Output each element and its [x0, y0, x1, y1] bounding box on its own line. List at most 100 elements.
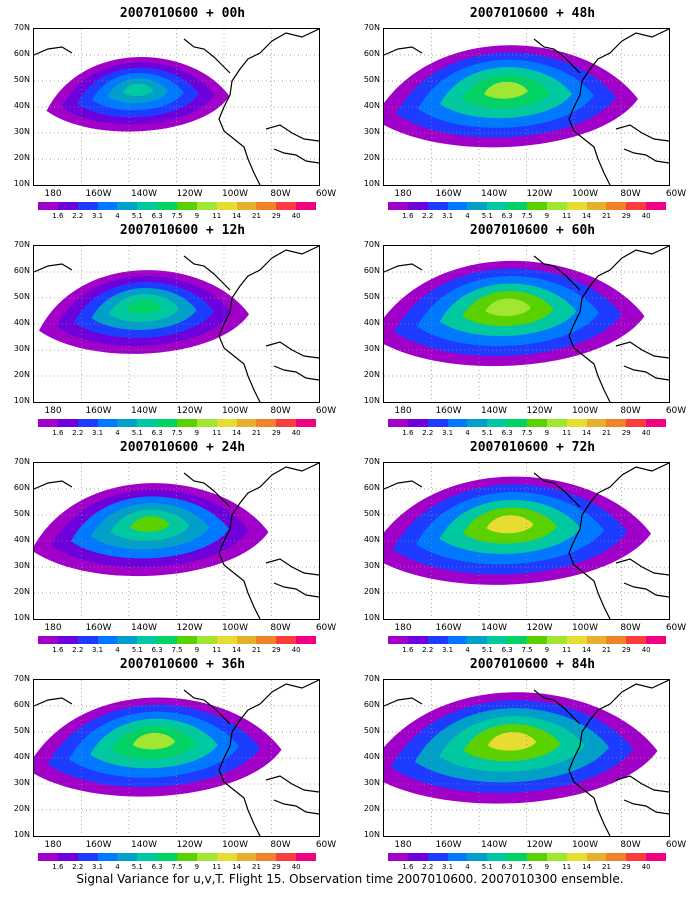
- longitude-label: 140W: [130, 840, 158, 850]
- colorbar-swatch: [566, 419, 587, 427]
- colorbar-swatch: [388, 853, 408, 861]
- coastline: [183, 38, 231, 74]
- coastline: [273, 148, 319, 164]
- coastline: [623, 148, 669, 164]
- colorbar-swatch: [216, 853, 237, 861]
- coastline: [533, 38, 581, 74]
- colorbar-swatch: [388, 636, 408, 644]
- latitude-label: 30N: [363, 127, 380, 136]
- colorbar-swatch: [507, 419, 528, 427]
- colorbar-label: 7.5: [171, 429, 183, 437]
- latitude-label: 50N: [363, 292, 380, 301]
- colorbar-swatch: [137, 419, 158, 427]
- map-area: [383, 28, 670, 186]
- latitude-label: 60N: [13, 49, 30, 58]
- longitude-label: 160W: [85, 189, 112, 199]
- colorbar-swatch: [196, 202, 217, 210]
- coastline: [533, 255, 581, 291]
- longitude-label: 120W: [526, 840, 553, 850]
- latitude-label: 30N: [363, 344, 380, 353]
- colorbar-labels: 1.6 2.2 3.1 4 5.1 6.3 7.5 9 11 14 21 29 40: [38, 212, 316, 220]
- colorbar-swatch: [566, 853, 587, 861]
- latitude-label: 40N: [363, 752, 380, 761]
- latitude-label: 20N: [13, 370, 30, 379]
- colorbar-swatch: [606, 636, 627, 644]
- colorbar-swatch: [117, 636, 138, 644]
- longitude-label: 160W: [435, 840, 462, 850]
- colorbar-swatch: [606, 853, 627, 861]
- colorbar-label: 11: [212, 212, 222, 220]
- longitude-label: 180: [394, 623, 412, 633]
- colorbar-swatch: [157, 202, 178, 210]
- colorbar-swatch: [427, 202, 448, 210]
- colorbar-swatch: [256, 419, 277, 427]
- colorbar-label: 6.3: [501, 212, 513, 220]
- colorbar-swatch: [546, 202, 567, 210]
- longitude-label: 160W: [85, 840, 112, 850]
- coastline: [218, 463, 319, 619]
- colorbar-swatch: [137, 853, 158, 861]
- colorbar-swatch: [236, 419, 257, 427]
- longitude-label: 120W: [526, 406, 553, 416]
- colorbar-label: 9: [194, 212, 200, 220]
- latitude-label: 10N: [13, 830, 30, 839]
- longitude-label: 120W: [176, 406, 203, 416]
- colorbar-label: 21: [601, 212, 611, 220]
- colorbar-swatch: [276, 853, 297, 861]
- colorbar-label: 29: [271, 863, 281, 871]
- colorbar-swatch: [586, 853, 607, 861]
- colorbar-swatch: [57, 636, 78, 644]
- panel-title: 2007010600 + 48h: [469, 6, 596, 21]
- colorbar-label: 14: [582, 863, 592, 871]
- coastline: [384, 480, 423, 490]
- colorbar-label: 2.2: [422, 212, 434, 220]
- longitude-label: 80W: [270, 623, 291, 633]
- colorbar-label: 7.5: [521, 212, 533, 220]
- colorbar-swatch: [216, 636, 237, 644]
- coastline: [568, 29, 669, 185]
- longitude-label: 60W: [665, 406, 687, 416]
- coastline: [34, 480, 73, 490]
- latitude-label: 70N: [363, 674, 380, 683]
- colorbar-label: 1.6: [52, 212, 64, 220]
- coastline: [623, 365, 669, 381]
- map-panel: 2007010600 + 60h 70N 60N 50N 40N 30N 20N 10N 180…: [350, 223, 690, 438]
- colorbar-label: 40: [291, 429, 301, 437]
- coastline: [34, 697, 73, 707]
- colorbar-label: 7.5: [171, 646, 183, 654]
- colorbar-swatch: [626, 202, 647, 210]
- latitude-label: 10N: [13, 613, 30, 622]
- colorbar-labels: 1.6 2.2 3.1 4 5.1 6.3 7.5 9 11 14 21 29 40: [38, 646, 316, 654]
- longitude-label: 60W: [315, 406, 337, 416]
- colorbar-swatch: [117, 419, 138, 427]
- map-area: [383, 679, 670, 837]
- latitude-label: 40N: [13, 752, 30, 761]
- colorbar-label: 40: [641, 646, 651, 654]
- latitude-label: 30N: [13, 127, 30, 136]
- colorbar-swatch: [236, 853, 257, 861]
- colorbar-swatch: [236, 202, 257, 210]
- panel-title: 2007010600 + 12h: [119, 223, 246, 238]
- latitude-label: 40N: [363, 318, 380, 327]
- latitude-label: 20N: [363, 587, 380, 596]
- longitude-label: 160W: [435, 623, 462, 633]
- colorbar-swatch: [38, 853, 58, 861]
- coastline: [265, 124, 319, 142]
- latitude-label: 60N: [363, 700, 380, 709]
- colorbar: [38, 636, 317, 644]
- latitude-label: 50N: [363, 726, 380, 735]
- coastline: [273, 582, 319, 598]
- colorbar-label: 14: [232, 212, 242, 220]
- colorbar-swatch: [97, 419, 118, 427]
- colorbar-label: 4: [115, 429, 120, 437]
- colorbar-label: 1.6: [402, 212, 414, 220]
- map-panel: 2007010600 + 00h 70N 60N 50N 40N 30N 20N 10N 180…: [0, 6, 340, 221]
- longitude-label: 80W: [270, 189, 291, 199]
- colorbar-swatch: [97, 202, 118, 210]
- colorbar-labels: 1.6 2.2 3.1 4 5.1 6.3 7.5 9 11 14 21 29 40: [38, 863, 316, 871]
- longitude-label: 80W: [620, 840, 641, 850]
- colorbar-swatch: [566, 636, 587, 644]
- colorbar-label: 21: [251, 212, 261, 220]
- variance-map: [34, 463, 319, 619]
- colorbar-swatch: [388, 419, 408, 427]
